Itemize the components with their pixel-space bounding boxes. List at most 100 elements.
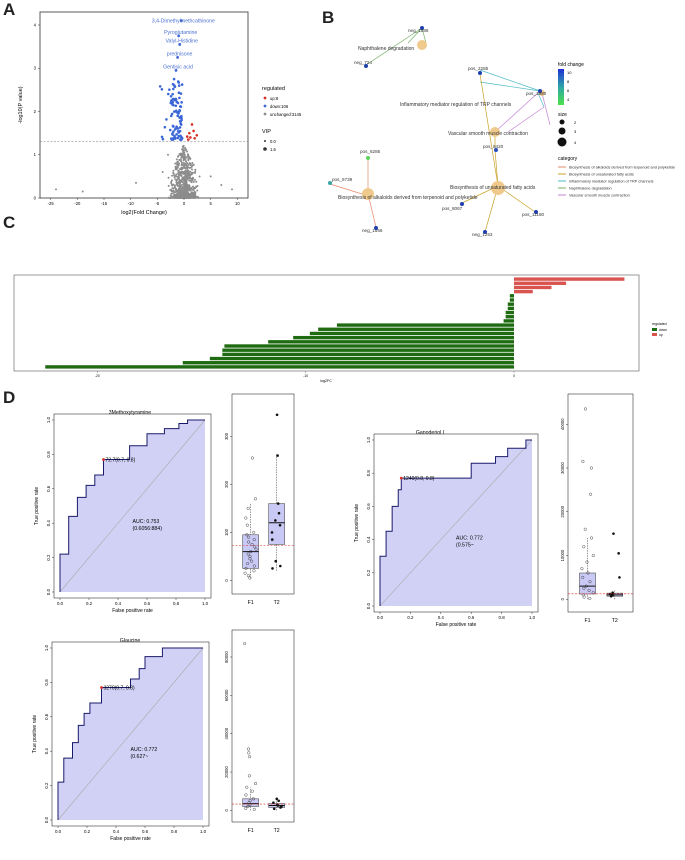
volcano-point-unchanged (184, 166, 187, 169)
volcano-point-unchanged (193, 194, 196, 197)
box-point-f1 (248, 755, 252, 759)
roc-y-tick-label: 1.0 (44, 644, 49, 651)
volcano-point-unchanged (192, 177, 195, 180)
volcano-point-unchanged (182, 164, 185, 167)
volcano-point-label: prednisone (167, 51, 193, 57)
volcano-point-unchanged (183, 178, 186, 181)
label-pos-5739: pos_5739 (332, 177, 353, 182)
bar (336, 323, 514, 327)
volcano-point-up (192, 129, 195, 133)
volcano-xlabel: log2(Fold Change) (121, 210, 167, 216)
volcano-point-unchanged (167, 184, 170, 187)
volcano-point-down (163, 125, 167, 129)
volcano-point-down (177, 91, 181, 95)
legend-up-dot (263, 96, 267, 100)
volcano-point-unchanged (178, 170, 181, 173)
edge (407, 27, 423, 44)
label-neg-1586: neg_1586 (408, 28, 429, 33)
volcano-point-down (174, 104, 178, 108)
node-pos-2285 (478, 71, 482, 75)
roc-auc-text: AUC: 0.753 (133, 519, 160, 525)
roc-x-tick-label: 0.8 (171, 829, 178, 834)
volcano-point-unchanged (186, 153, 189, 156)
roc-ci-text: (0.6056:884) (133, 526, 163, 532)
network-edges (329, 27, 551, 233)
volcano-point-unchanged (177, 172, 180, 175)
roc-y-tick-label: 0.4 (366, 536, 371, 543)
volcano-point-unchanged (175, 187, 178, 190)
label-pos-8067: pos_8067 (442, 206, 463, 211)
volcano-point-unchanged (187, 194, 190, 197)
volcano-point-unchanged (177, 155, 180, 158)
bar-legend-up-label: up (659, 333, 663, 337)
volcano-point-down (177, 112, 180, 115)
volcano-point-unchanged (185, 194, 188, 197)
volcano-point-down (176, 114, 179, 118)
box-point-f1 (252, 569, 256, 573)
volcano-point-unchanged (194, 171, 197, 174)
volcano-point-unchanged (170, 184, 173, 187)
box-point-f1 (244, 516, 248, 520)
volcano-point-unchanged (177, 169, 180, 172)
roc-xlabel: False positive rate (112, 608, 153, 614)
box-point-f1 (243, 571, 247, 575)
label-neg-724: neg_724 (354, 60, 372, 65)
y-tick-label: 2 (34, 109, 37, 114)
bar (503, 319, 514, 323)
volcano-point-unchanged (183, 162, 186, 165)
volcano-point-down (171, 92, 174, 96)
legend-down-label: down:106 (270, 104, 289, 109)
node-pos-11180 (534, 210, 538, 214)
fold-change-bar-chart: -20 -10 0 log2FC regulated down up (13, 274, 667, 383)
box-point-f1 (246, 552, 250, 556)
box-group-label: T2 (612, 618, 618, 624)
node-neg-724 (364, 64, 368, 68)
edge (507, 106, 545, 133)
volcano-point-down (173, 134, 176, 138)
legend-up-label: up:8 (270, 96, 279, 101)
box-point-f1 (251, 797, 255, 801)
size-label-2: 2 (574, 120, 577, 125)
volcano-point-unchanged (184, 146, 187, 149)
box-point-f1 (250, 559, 254, 563)
volcano-point-down (178, 96, 181, 100)
volcano-point-down (176, 80, 180, 83)
volcano-point-unchanged (183, 183, 186, 186)
box-point-t2 (270, 538, 274, 541)
volcano-point-unchanged (193, 190, 196, 193)
box-y-tick-label: 200 (224, 480, 229, 488)
volcano-point-label: Valyl-Histidine (165, 38, 198, 44)
roc-cutoff-label: 1240(0.8, 0.8) (403, 476, 434, 482)
volcano-point-unchanged (182, 151, 185, 154)
node-pos-6285 (366, 156, 370, 160)
pathway-labels: Naphthalene degradation Inflammatory med… (338, 46, 536, 201)
bar (45, 365, 514, 369)
volcano-point-unchanged (186, 169, 189, 172)
volcano-point-unchanged (176, 163, 179, 166)
y-tick-label: 4 (34, 22, 37, 27)
roc-x-tick-label: 0.8 (173, 601, 180, 606)
roc-frame (51, 641, 210, 827)
volcano-point-unchanged (172, 196, 175, 199)
category-label: Biosynthesis of unsaturated fatty acids (569, 173, 634, 177)
volcano-point-down (178, 120, 182, 123)
volcano-point-labeled (178, 43, 182, 46)
volcano-point-unchanged (186, 176, 189, 179)
volcano-point-down (165, 118, 168, 121)
volcano-point-unchanged (180, 156, 183, 159)
x-tick-label: -5 (155, 201, 159, 206)
roc-ylabel: True positive rate (32, 715, 38, 754)
box-point-f1 (246, 805, 250, 809)
box-point-f1 (248, 557, 252, 561)
volcano-point-unchanged (171, 190, 174, 193)
bar-x-tick-label: -10 (303, 374, 308, 378)
volcano-point-down (170, 112, 174, 116)
volcano-point-unchanged (179, 172, 182, 175)
volcano-point-unchanged (182, 192, 185, 195)
panel-letter-c: C (3, 213, 16, 232)
volcano-point-unchanged (187, 163, 190, 166)
volcano-point-unchanged (183, 188, 186, 191)
box-point-f1 (250, 456, 254, 460)
x-tick-label: -25 (48, 201, 55, 206)
volcano-point-unchanged (182, 158, 185, 161)
